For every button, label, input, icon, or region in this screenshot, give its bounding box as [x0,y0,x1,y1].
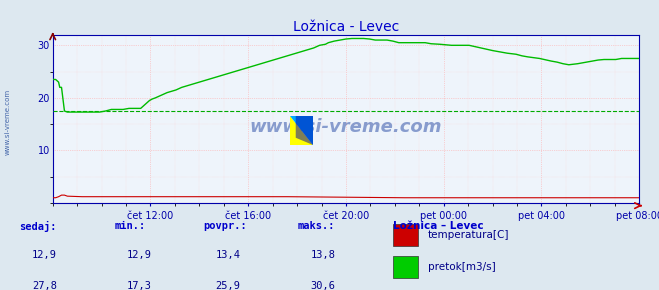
Text: sedaj:: sedaj: [20,220,57,232]
Text: 12,9: 12,9 [32,249,57,260]
Polygon shape [296,116,313,145]
Text: min.:: min.: [115,220,146,231]
Polygon shape [290,116,313,145]
Text: www.si-vreme.com: www.si-vreme.com [250,118,442,136]
Text: www.si-vreme.com: www.si-vreme.com [5,89,11,155]
Text: 12,9: 12,9 [127,249,152,260]
Title: Ložnica - Levec: Ložnica - Levec [293,20,399,34]
Text: temperatura[C]: temperatura[C] [428,231,509,240]
Bar [393,256,418,278]
Text: 30,6: 30,6 [310,281,335,290]
Text: 13,4: 13,4 [215,249,241,260]
Text: povpr.:: povpr.: [203,220,246,231]
Text: 25,9: 25,9 [215,281,241,290]
Polygon shape [290,116,313,145]
Text: 17,3: 17,3 [127,281,152,290]
Text: Ložnica – Levec: Ložnica – Levec [393,220,484,231]
Text: maks.:: maks.: [298,220,335,231]
Bar [393,224,418,246]
Text: 13,8: 13,8 [310,249,335,260]
Text: 27,8: 27,8 [32,281,57,290]
Text: pretok[m3/s]: pretok[m3/s] [428,262,496,272]
